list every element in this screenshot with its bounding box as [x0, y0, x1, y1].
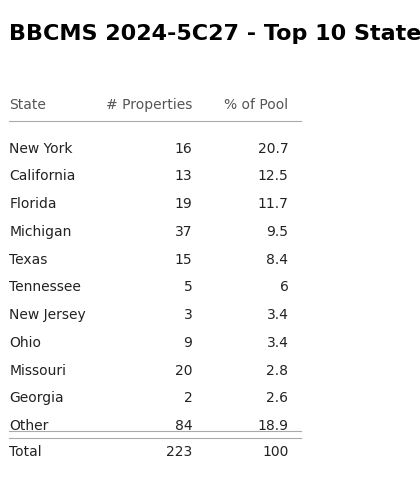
Text: 11.7: 11.7 [257, 197, 289, 211]
Text: 3.4: 3.4 [267, 336, 289, 350]
Text: 223: 223 [166, 445, 192, 459]
Text: New Jersey: New Jersey [9, 308, 86, 322]
Text: 2.6: 2.6 [266, 392, 289, 405]
Text: 2.8: 2.8 [266, 364, 289, 377]
Text: Other: Other [9, 419, 49, 433]
Text: 20.7: 20.7 [258, 142, 289, 155]
Text: Florida: Florida [9, 197, 57, 211]
Text: 84: 84 [175, 419, 192, 433]
Text: # Properties: # Properties [106, 98, 192, 112]
Text: 100: 100 [262, 445, 289, 459]
Text: 18.9: 18.9 [257, 419, 289, 433]
Text: Texas: Texas [9, 253, 48, 266]
Text: 12.5: 12.5 [257, 169, 289, 183]
Text: 16: 16 [175, 142, 192, 155]
Text: Tennessee: Tennessee [9, 281, 81, 294]
Text: 15: 15 [175, 253, 192, 266]
Text: 3: 3 [184, 308, 192, 322]
Text: New York: New York [9, 142, 73, 155]
Text: 5: 5 [184, 281, 192, 294]
Text: 8.4: 8.4 [266, 253, 289, 266]
Text: 13: 13 [175, 169, 192, 183]
Text: 20: 20 [175, 364, 192, 377]
Text: % of Pool: % of Pool [224, 98, 289, 112]
Text: California: California [9, 169, 76, 183]
Text: 9.5: 9.5 [266, 225, 289, 239]
Text: 6: 6 [280, 281, 289, 294]
Text: Missouri: Missouri [9, 364, 66, 377]
Text: State: State [9, 98, 46, 112]
Text: Michigan: Michigan [9, 225, 72, 239]
Text: 9: 9 [184, 336, 192, 350]
Text: Total: Total [9, 445, 42, 459]
Text: Ohio: Ohio [9, 336, 41, 350]
Text: 2: 2 [184, 392, 192, 405]
Text: 19: 19 [175, 197, 192, 211]
Text: 3.4: 3.4 [267, 308, 289, 322]
Text: 37: 37 [175, 225, 192, 239]
Text: Georgia: Georgia [9, 392, 64, 405]
Text: BBCMS 2024-5C27 - Top 10 States: BBCMS 2024-5C27 - Top 10 States [9, 24, 420, 44]
